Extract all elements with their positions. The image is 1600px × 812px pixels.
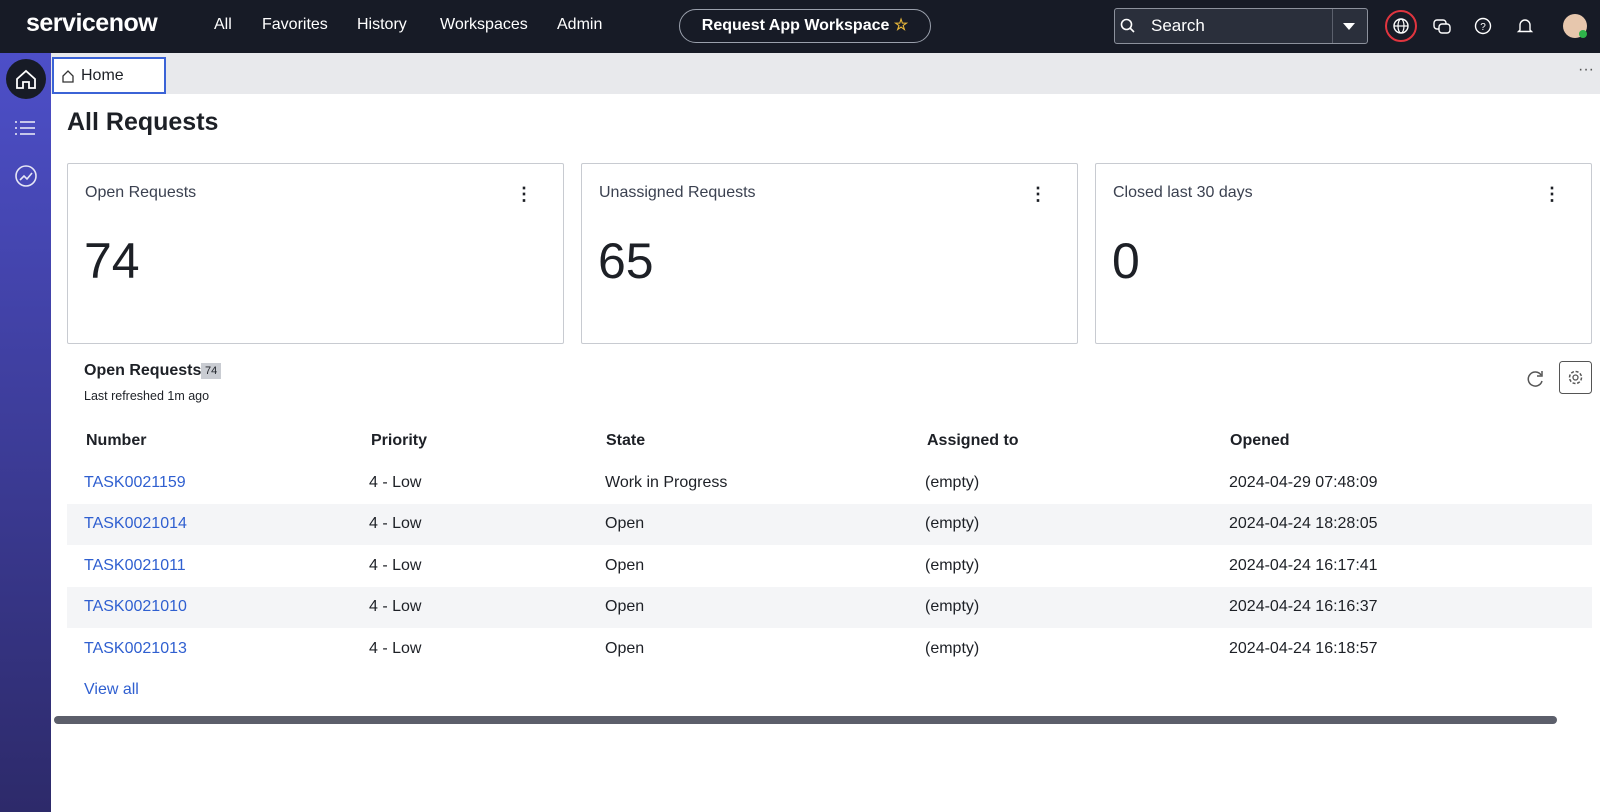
card-value: 0 bbox=[1112, 233, 1140, 289]
cell: Open bbox=[605, 515, 645, 533]
card-value: 65 bbox=[598, 233, 654, 289]
nav-link[interactable]: Workspaces bbox=[440, 16, 528, 33]
globe-button[interactable] bbox=[1384, 10, 1418, 44]
card-menu[interactable]: ⋮ bbox=[1543, 184, 1561, 204]
top-bar: servicenow Request App Workspace ☆ Searc… bbox=[0, 0, 1600, 53]
nav-link[interactable]: All bbox=[214, 16, 232, 33]
nav-link[interactable]: Admin bbox=[557, 16, 603, 33]
list-title: Open Requests bbox=[84, 362, 202, 379]
kpi-card[interactable]: Open Requests 74 ⋮ bbox=[67, 163, 564, 344]
task-link[interactable]: TASK0021013 bbox=[84, 639, 187, 657]
tab-bar: ··· bbox=[51, 53, 1600, 94]
kpi-card[interactable]: Unassigned Requests 65 ⋮ bbox=[581, 163, 1078, 344]
refresh-button[interactable] bbox=[1523, 367, 1547, 391]
cell: Open bbox=[605, 556, 645, 574]
more-button[interactable]: ··· bbox=[1578, 61, 1594, 78]
search-placeholder: Search bbox=[1151, 16, 1205, 35]
cell: 2024-04-29 07:48:09 bbox=[1229, 474, 1378, 491]
cell: 2024-04-24 18:28:05 bbox=[1229, 515, 1378, 533]
table-row: TASK0021014 4 - Low Open (empty) 2024-04-24 … bbox=[67, 504, 1592, 546]
sidebar bbox=[0, 53, 51, 812]
table-row: TASK0021010 4 - Low Open (empty) 2024-04-24 … bbox=[67, 587, 1592, 629]
workspace-button[interactable]: Request App Workspace ☆ bbox=[679, 9, 931, 43]
nav-link[interactable]: History bbox=[357, 16, 407, 33]
avatar[interactable] bbox=[1562, 13, 1588, 39]
chat-button[interactable] bbox=[1432, 17, 1452, 37]
cell: 2024-04-24 16:16:37 bbox=[1229, 598, 1378, 616]
cell: 4 - Low bbox=[369, 639, 422, 657]
tab-home-icon bbox=[62, 70, 74, 83]
card-menu[interactable]: ⋮ bbox=[515, 184, 533, 204]
table-row: TASK0021013 4 - Low Open (empty) 2024-04-24 … bbox=[67, 629, 1592, 670]
search-dropdown[interactable] bbox=[1332, 8, 1368, 44]
card-menu[interactable]: ⋮ bbox=[1029, 184, 1047, 204]
analytics-nav[interactable] bbox=[14, 164, 38, 188]
card-title: Open Requests bbox=[85, 184, 197, 201]
cell: (empty) bbox=[925, 639, 980, 657]
cell: (empty) bbox=[925, 556, 980, 574]
cell: (empty) bbox=[925, 515, 980, 533]
table-row: TASK0021011 4 - Low Open (empty) 2024-04-24 … bbox=[67, 546, 1592, 587]
cell: Open bbox=[605, 639, 645, 657]
count-badge: 74 bbox=[201, 363, 222, 379]
view-all-link[interactable]: View all bbox=[84, 681, 139, 698]
brand[interactable]: servicenow bbox=[26, 9, 158, 37]
nav-link[interactable]: Favorites bbox=[262, 16, 328, 33]
cell: 4 - Low bbox=[369, 515, 422, 533]
task-link[interactable]: TASK0021011 bbox=[84, 556, 186, 574]
cell: (empty) bbox=[925, 474, 980, 491]
cell: 4 - Low bbox=[369, 556, 422, 574]
card-value: 74 bbox=[84, 233, 140, 289]
page-title: All Requests bbox=[67, 108, 219, 136]
search-icon bbox=[1120, 18, 1135, 33]
scrollbar[interactable] bbox=[54, 716, 1557, 724]
refreshed-text: Last refreshed 1m ago bbox=[84, 389, 210, 403]
header-row: Number Priority State Assigned to Opened bbox=[67, 421, 1592, 462]
column-header: State bbox=[606, 432, 646, 449]
cell: 2024-04-24 16:18:57 bbox=[1229, 639, 1378, 657]
cell: 4 - Low bbox=[369, 474, 422, 491]
workspace-name: Request App Workspace bbox=[701, 17, 890, 34]
column-header: Priority bbox=[371, 432, 428, 449]
column-header: Opened bbox=[1230, 432, 1290, 449]
card-title: Unassigned Requests bbox=[599, 184, 756, 201]
settings-button[interactable] bbox=[1559, 361, 1592, 394]
list-nav[interactable] bbox=[15, 119, 37, 137]
table-row: TASK0021159 4 - Low Work in Progress (empty… bbox=[67, 463, 1592, 504]
cell: 4 - Low bbox=[369, 598, 422, 616]
column-header: Number bbox=[86, 432, 147, 449]
cell: (empty) bbox=[925, 598, 980, 616]
tab-label: Home bbox=[81, 67, 124, 84]
task-link[interactable]: TASK0021010 bbox=[84, 598, 187, 616]
search-box[interactable]: Search bbox=[1114, 8, 1368, 44]
task-link[interactable]: TASK0021159 bbox=[84, 474, 186, 491]
home-tab[interactable]: Home bbox=[52, 57, 166, 94]
svg-text:?: ? bbox=[1480, 22, 1486, 33]
home-nav[interactable] bbox=[5, 58, 47, 100]
column-header: Assigned to bbox=[927, 432, 1019, 449]
task-link[interactable]: TASK0021014 bbox=[84, 515, 187, 533]
help-button[interactable]: ? bbox=[1473, 16, 1493, 36]
card-title: Closed last 30 days bbox=[1113, 184, 1253, 201]
kpi-card[interactable]: Closed last 30 days 0 ⋮ bbox=[1095, 163, 1592, 344]
cell: Work in Progress bbox=[605, 474, 728, 491]
notifications-button[interactable] bbox=[1515, 16, 1535, 36]
cell: Open bbox=[605, 598, 645, 616]
cell: 2024-04-24 16:17:41 bbox=[1229, 556, 1378, 574]
